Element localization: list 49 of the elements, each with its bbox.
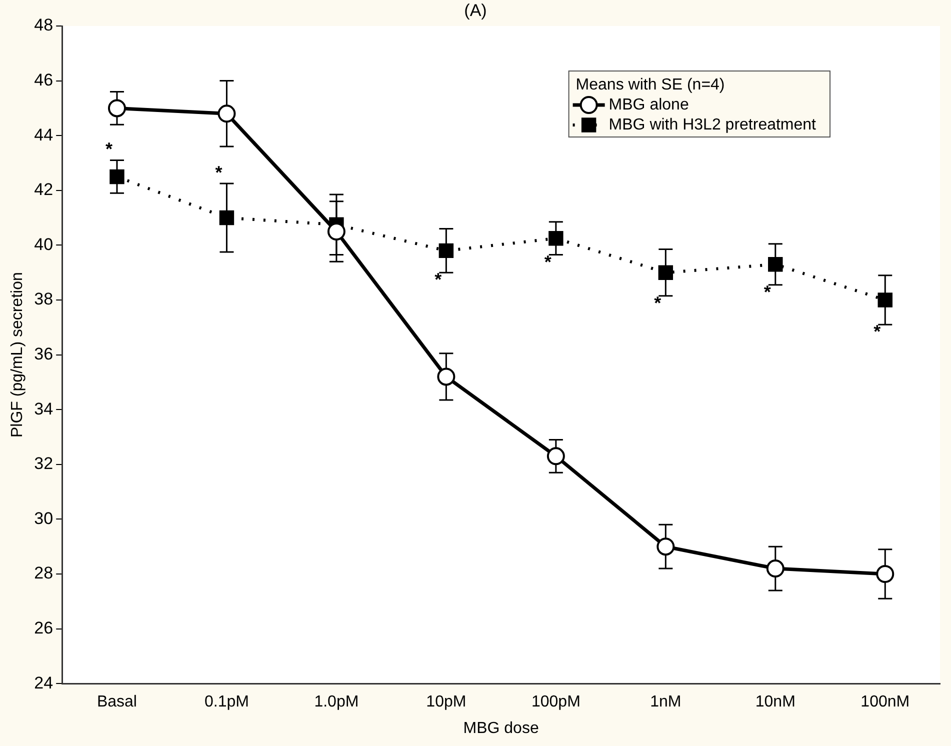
point [658, 265, 674, 280]
x-tick-label: Basal [96, 694, 137, 711]
annotation: * [215, 162, 222, 183]
y-tick-label: 34 [34, 399, 54, 418]
y-tick-label: 44 [34, 125, 54, 144]
point [878, 292, 892, 308]
y-tick-label: 26 [34, 618, 54, 638]
y-axis-title: PlGF (pg/mL) secretion [9, 272, 26, 438]
x-tick-label: 100nM [860, 694, 910, 711]
y-tick-label: 46 [34, 70, 54, 90]
point [110, 169, 124, 184]
x-tick-label: 1nM [650, 694, 682, 711]
point [219, 210, 234, 226]
point [327, 222, 346, 240]
legend-title: Means with SE (n=4) [576, 76, 725, 94]
point [546, 447, 565, 466]
y-tick-label: 40 [34, 234, 54, 254]
x-tick-label: 100pM [531, 694, 580, 711]
point [218, 104, 236, 123]
point [438, 243, 454, 258]
point [108, 99, 126, 118]
y-tick-label: 42 [34, 180, 54, 200]
x-tick-label: 0.1pM [204, 694, 249, 711]
x-tick-label: 10pM [426, 694, 466, 711]
y-tick-label: 36 [34, 344, 54, 364]
point [548, 230, 564, 246]
annotation: * [874, 322, 881, 342]
annotation: * [544, 252, 552, 272]
y-tick-label: 38 [34, 290, 54, 309]
chart-title: (A) [463, 1, 488, 20]
y-tick-label: 30 [34, 508, 54, 528]
x-axis-title: MBG dose [463, 720, 539, 737]
y-tick-label: 48 [34, 16, 54, 35]
point [437, 368, 456, 386]
point [876, 565, 894, 583]
point [768, 257, 783, 272]
y-tick-label: 32 [34, 454, 54, 474]
annotation: * [654, 292, 662, 313]
point [766, 560, 784, 578]
x-tick-label: 10nM [755, 694, 796, 711]
legend-label: MBG with H3L2 pretreatment [608, 116, 817, 134]
y-tick-label: 28 [34, 564, 54, 583]
x-tick-label: 1.0pM [314, 694, 359, 711]
point [656, 538, 675, 556]
legend-label: MBG alone [608, 96, 689, 114]
annotation: * [764, 282, 771, 302]
y-tick-label: 24 [34, 673, 54, 692]
annotation: * [434, 270, 442, 290]
annotation: * [105, 139, 112, 160]
